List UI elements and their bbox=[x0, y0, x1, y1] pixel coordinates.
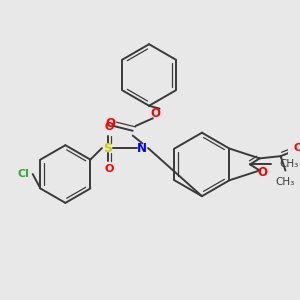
Text: CH₃: CH₃ bbox=[279, 159, 298, 170]
Text: O: O bbox=[106, 117, 116, 130]
Text: O: O bbox=[293, 143, 300, 154]
Text: S: S bbox=[103, 142, 112, 154]
Text: O: O bbox=[105, 164, 114, 174]
Text: O: O bbox=[151, 107, 161, 120]
Text: O: O bbox=[105, 122, 114, 132]
Text: O: O bbox=[257, 166, 268, 179]
Text: CH₃: CH₃ bbox=[276, 177, 295, 187]
Text: N: N bbox=[137, 142, 147, 154]
Text: Cl: Cl bbox=[17, 169, 29, 179]
